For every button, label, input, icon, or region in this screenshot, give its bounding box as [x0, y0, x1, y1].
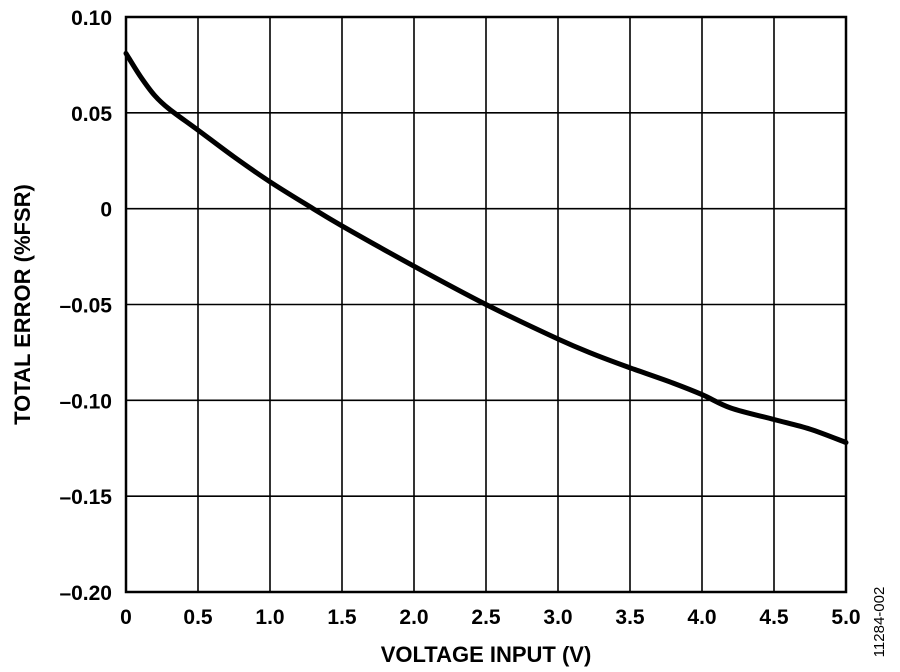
y-tick-label: –0.05 — [59, 295, 112, 318]
x-tick-label: 3.0 — [543, 606, 572, 629]
y-tick-label: 0.05 — [71, 103, 112, 126]
x-axis-label: VOLTAGE INPUT (V) — [381, 642, 592, 667]
x-tick-label: 1.5 — [327, 606, 357, 629]
x-tick-label: 2.0 — [399, 606, 428, 629]
x-tick-label: 0.5 — [183, 606, 213, 629]
x-tick-label: 1.0 — [255, 606, 284, 629]
y-tick-label: 0 — [100, 199, 112, 222]
y-tick-label: –0.15 — [59, 486, 112, 509]
plot-frame — [124, 15, 848, 594]
x-tick-label: 4.5 — [759, 606, 789, 629]
y-tick-labels: 0.10 0.05 0 –0.05 –0.10 –0.15 –0.20 — [59, 7, 112, 605]
y-axis-label: TOTAL ERROR (%FSR) — [10, 184, 35, 425]
x-tick-label: 0 — [120, 606, 132, 629]
y-tick-label: 0.10 — [71, 7, 112, 30]
x-tick-label: 5.0 — [831, 606, 860, 629]
figure-id: 11284-002 — [871, 587, 888, 658]
y-tick-label: –0.20 — [59, 582, 112, 605]
series-line-total-error — [123, 50, 849, 445]
x-tick-label: 2.5 — [471, 606, 501, 629]
x-tick-label: 3.5 — [615, 606, 645, 629]
x-tick-label: 4.0 — [687, 606, 716, 629]
y-tick-label: –0.10 — [59, 390, 112, 413]
x-tick-labels: 0 0.5 1.0 1.5 2.0 2.5 3.0 3.5 4.0 4.5 5.0 — [120, 606, 860, 629]
